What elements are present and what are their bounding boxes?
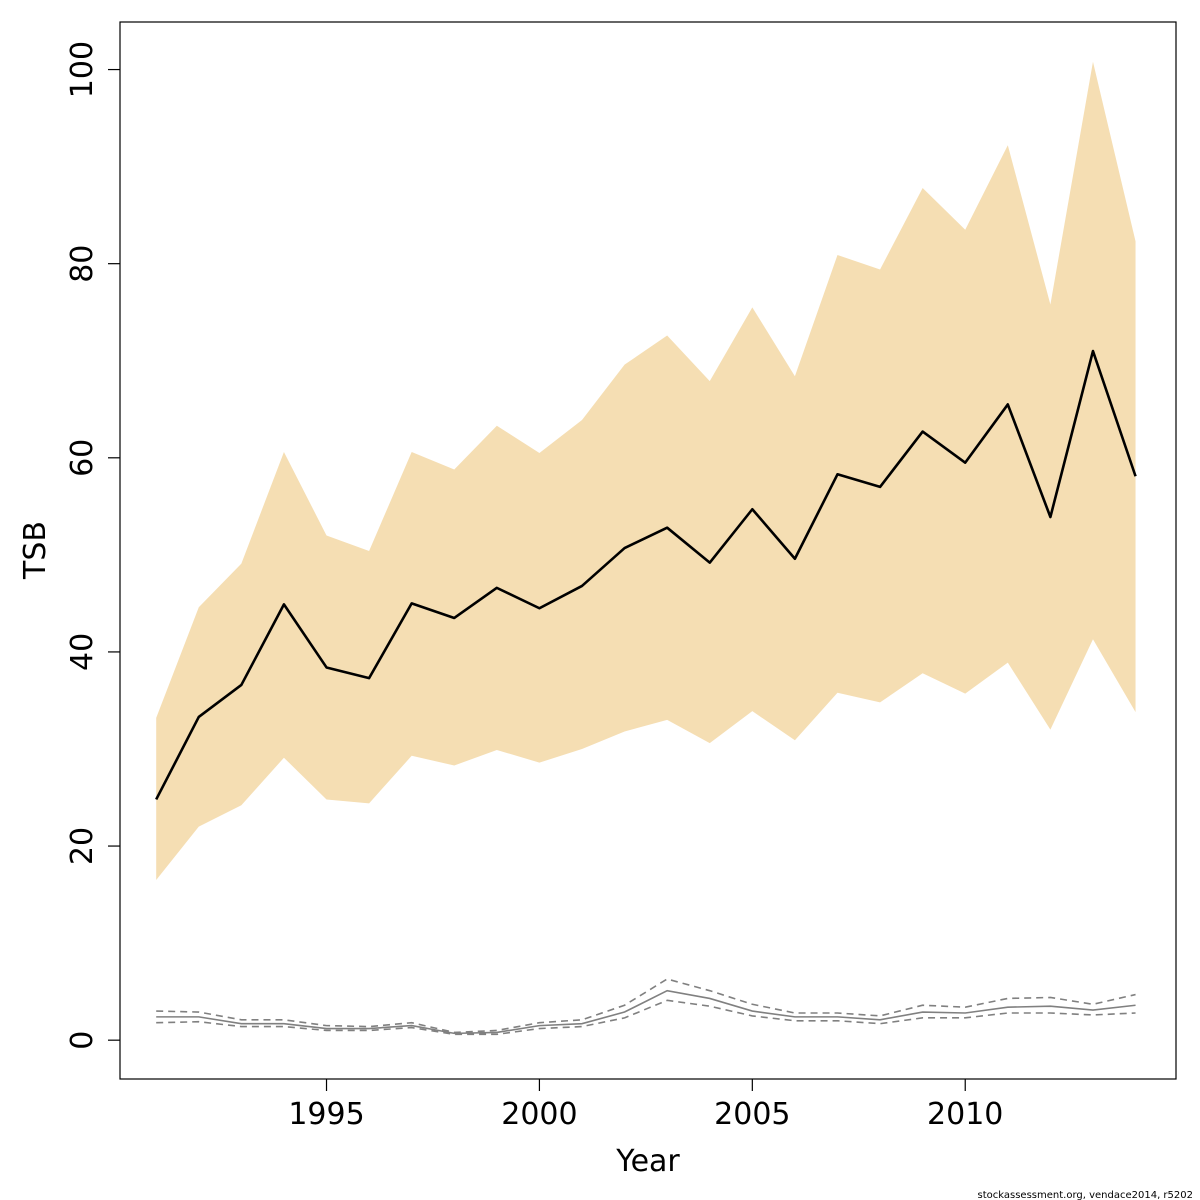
y-tick-label: 100 <box>65 41 100 98</box>
x-tick-label: 2000 <box>501 1097 577 1132</box>
x-tick-label: 2005 <box>714 1097 790 1132</box>
axes: 1995 2000 2005 2010 0 20 40 60 80 100 <box>65 21 1177 1132</box>
x-tick-label: 2010 <box>927 1097 1003 1132</box>
x-tick-label: 1995 <box>288 1097 364 1132</box>
secondary-upper-line <box>156 978 1136 1034</box>
confidence-band <box>156 61 1136 881</box>
secondary-estimate-line <box>156 989 1136 1035</box>
footer-note: stockassessment.org, vendace2014, r5202 <box>978 1190 1193 1200</box>
plot-area <box>155 61 1137 1036</box>
y-tick-label: 60 <box>65 439 100 477</box>
y-axis-title: TSB <box>18 521 53 580</box>
y-tick-label: 80 <box>65 245 100 283</box>
tsb-estimate-line <box>155 349 1137 801</box>
y-tick-label: 20 <box>65 827 100 865</box>
x-axis-title: Year <box>615 1144 680 1179</box>
y-tick-label: 40 <box>65 633 100 671</box>
y-tick-label: 0 <box>65 1031 100 1050</box>
plot-frame <box>119 21 1177 1080</box>
secondary-lower-line <box>156 999 1136 1036</box>
